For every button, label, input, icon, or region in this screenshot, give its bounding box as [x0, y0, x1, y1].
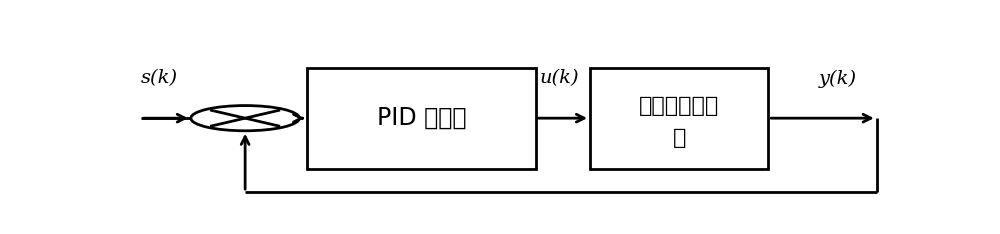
Bar [590, 68, 768, 169]
Bar [307, 68, 536, 169]
Text: s(k): s(k) [140, 69, 178, 88]
Text: y(k): y(k) [819, 69, 857, 88]
Text: 自平衡被控对: 自平衡被控对 [639, 96, 719, 116]
Text: PID 控制器: PID 控制器 [377, 106, 466, 130]
Text: u(k): u(k) [540, 69, 579, 88]
Text: 象: 象 [672, 128, 686, 148]
